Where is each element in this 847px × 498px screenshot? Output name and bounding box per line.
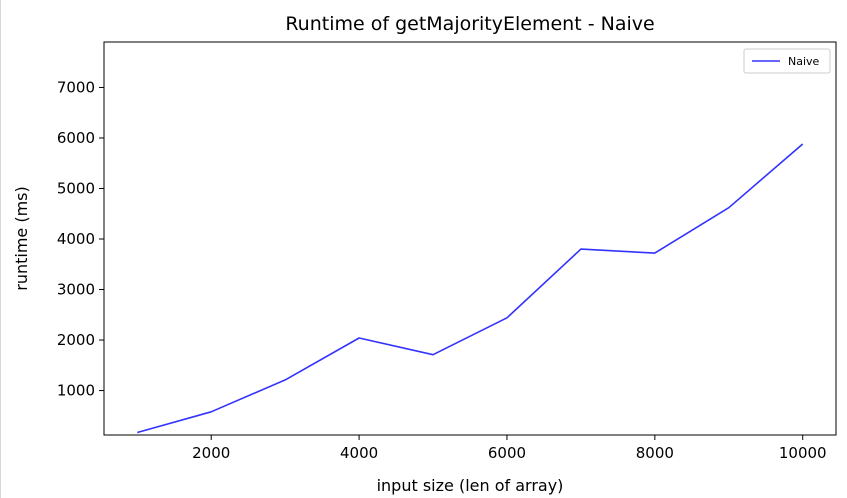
chart-title: Runtime of getMajorityElement - Naive: [285, 13, 654, 35]
series-line-naive: [137, 143, 804, 434]
y-tick-label: 7000: [57, 78, 95, 96]
y-tick-label: 3000: [57, 281, 95, 299]
plot-frame: [103, 41, 837, 436]
x-tick-label: 10000: [779, 444, 827, 462]
x-tick-label: 8000: [636, 444, 674, 462]
y-tick-label: 4000: [57, 230, 95, 248]
legend-box: [743, 48, 831, 74]
y-tick-label: 6000: [57, 129, 95, 147]
y-tick-label: 5000: [57, 179, 95, 197]
ticks-layer: 2000 4000 6000 8000 10000 1000 2000 3000 4000 500…: [57, 78, 827, 462]
series-layer: [137, 143, 804, 434]
y-tick-label: 1000: [57, 382, 95, 400]
y-tick-label: 2000: [57, 331, 95, 349]
x-tick-label: 2000: [192, 444, 230, 462]
x-tick-label: 4000: [340, 444, 378, 462]
legend-label-naive: Naive: [788, 55, 820, 68]
x-tick-label: 6000: [488, 444, 526, 462]
x-axis-label: input size (len of array): [377, 476, 564, 495]
y-axis-label: runtime (ms): [12, 186, 31, 291]
legend: Naive: [743, 48, 831, 74]
